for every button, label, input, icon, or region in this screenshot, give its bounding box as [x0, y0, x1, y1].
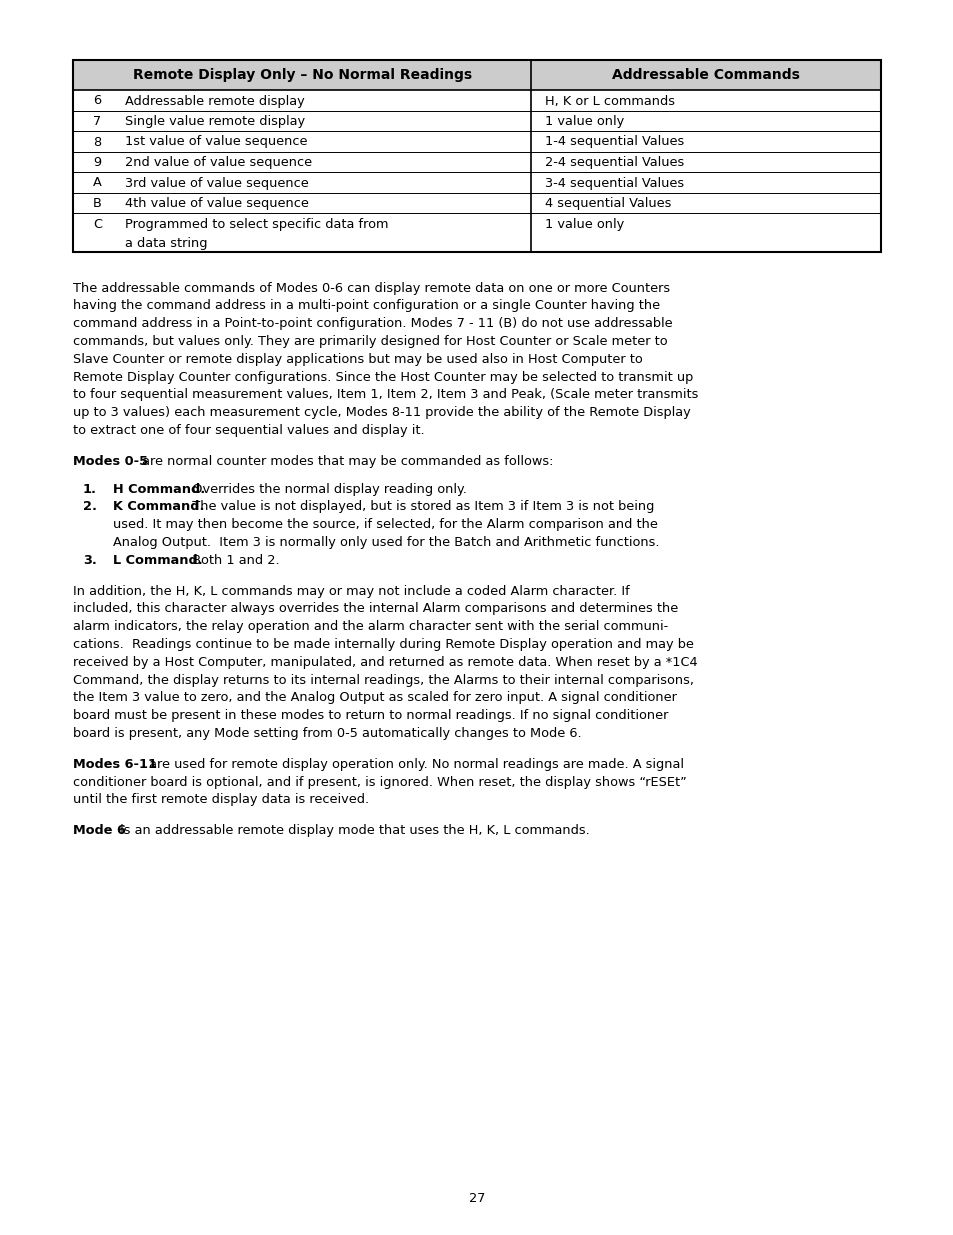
Text: Mode 6: Mode 6 [73, 824, 126, 837]
Text: Remote Display Only – No Normal Readings: Remote Display Only – No Normal Readings [132, 68, 471, 82]
Text: H, K or L commands: H, K or L commands [544, 95, 675, 107]
Text: K Command.: K Command. [112, 500, 204, 514]
Text: 7: 7 [92, 115, 101, 128]
Text: Addressable Commands: Addressable Commands [612, 68, 800, 82]
Text: The value is not displayed, but is stored as Item 3 if Item 3 is not being: The value is not displayed, but is store… [184, 500, 654, 514]
Text: Overrides the normal display reading only.: Overrides the normal display reading onl… [184, 483, 466, 495]
Text: Analog Output.  Item 3 is normally only used for the Batch and Arithmetic functi: Analog Output. Item 3 is normally only u… [112, 536, 659, 548]
Text: to four sequential measurement values, Item 1, Item 2, Item 3 and Peak, (Scale m: to four sequential measurement values, I… [73, 388, 698, 401]
Text: 1 value only: 1 value only [544, 115, 623, 128]
Text: L Command.: L Command. [112, 553, 203, 567]
Text: A: A [92, 177, 102, 189]
Text: until the first remote display data is received.: until the first remote display data is r… [73, 793, 369, 806]
Text: received by a Host Computer, manipulated, and returned as remote data. When rese: received by a Host Computer, manipulated… [73, 656, 697, 668]
Text: board must be present in these modes to return to normal readings. If no signal : board must be present in these modes to … [73, 709, 668, 722]
Text: In addition, the H, K, L commands may or may not include a coded Alarm character: In addition, the H, K, L commands may or… [73, 584, 629, 598]
Text: 1-4 sequential Values: 1-4 sequential Values [544, 136, 683, 148]
Text: 3-4 sequential Values: 3-4 sequential Values [544, 177, 683, 189]
Text: Modes 6-11: Modes 6-11 [73, 758, 157, 771]
Text: Modes 0-5: Modes 0-5 [73, 454, 148, 468]
Text: C: C [92, 217, 102, 231]
Text: used. It may then become the source, if selected, for the Alarm comparison and t: used. It may then become the source, if … [112, 519, 658, 531]
Text: Addressable remote display: Addressable remote display [125, 95, 304, 107]
Text: to extract one of four sequential values and display it.: to extract one of four sequential values… [73, 424, 424, 437]
Text: 3.: 3. [83, 553, 97, 567]
Text: the Item 3 value to zero, and the Analog Output as scaled for zero input. A sign: the Item 3 value to zero, and the Analog… [73, 692, 677, 704]
Text: Remote Display Counter configurations. Since the Host Counter may be selected to: Remote Display Counter configurations. S… [73, 370, 693, 384]
Text: 27: 27 [468, 1192, 485, 1205]
Text: 4 sequential Values: 4 sequential Values [544, 198, 671, 210]
Text: Programmed to select specific data from: Programmed to select specific data from [125, 217, 388, 231]
Text: alarm indicators, the relay operation and the alarm character sent with the seri: alarm indicators, the relay operation an… [73, 620, 667, 634]
Text: Single value remote display: Single value remote display [125, 115, 305, 128]
Text: board is present, any Mode setting from 0-5 automatically changes to Mode 6.: board is present, any Mode setting from … [73, 727, 581, 740]
Text: conditioner board is optional, and if present, is ignored. When reset, the displ: conditioner board is optional, and if pr… [73, 776, 686, 788]
Text: cations.  Readings continue to be made internally during Remote Display operatio: cations. Readings continue to be made in… [73, 638, 693, 651]
Bar [73, 61, 880, 90]
Text: having the command address in a multi-point configuration or a single Counter ha: having the command address in a multi-po… [73, 299, 659, 312]
Text: H Command.: H Command. [112, 483, 205, 495]
Text: command address in a Point-to-point configuration. Modes 7 - 11 (B) do not use a: command address in a Point-to-point conf… [73, 317, 672, 330]
Text: 2nd value of value sequence: 2nd value of value sequence [125, 156, 312, 169]
Text: are used for remote display operation only. No normal readings are made. A signa: are used for remote display operation on… [145, 758, 683, 771]
Text: 4th value of value sequence: 4th value of value sequence [125, 198, 309, 210]
Text: Both 1 and 2.: Both 1 and 2. [184, 553, 279, 567]
Text: 9: 9 [92, 156, 101, 169]
Text: 1st value of value sequence: 1st value of value sequence [125, 136, 307, 148]
Text: Command, the display returns to its internal readings, the Alarms to their inter: Command, the display returns to its inte… [73, 673, 693, 687]
Text: B: B [92, 198, 102, 210]
Text: up to 3 values) each measurement cycle, Modes 8-11 provide the ability of the Re: up to 3 values) each measurement cycle, … [73, 406, 690, 419]
Text: 8: 8 [92, 136, 101, 148]
Text: a data string: a data string [125, 237, 208, 249]
Text: 2.: 2. [83, 500, 97, 514]
Text: The addressable commands of Modes 0-6 can display remote data on one or more Cou: The addressable commands of Modes 0-6 ca… [73, 282, 669, 294]
Text: 1.: 1. [83, 483, 97, 495]
Text: 6: 6 [92, 95, 101, 107]
Text: are normal counter modes that may be commanded as follows:: are normal counter modes that may be com… [137, 454, 553, 468]
Text: 3rd value of value sequence: 3rd value of value sequence [125, 177, 309, 189]
Text: included, this character always overrides the internal Alarm comparisons and det: included, this character always override… [73, 603, 678, 615]
Text: Slave Counter or remote display applications but may be used also in Host Comput: Slave Counter or remote display applicat… [73, 353, 642, 366]
Text: 1 value only: 1 value only [544, 217, 623, 231]
Text: is an addressable remote display mode that uses the H, K, L commands.: is an addressable remote display mode th… [116, 824, 589, 837]
Text: 2-4 sequential Values: 2-4 sequential Values [544, 156, 683, 169]
Text: commands, but values only. They are primarily designed for Host Counter or Scale: commands, but values only. They are prim… [73, 335, 667, 348]
